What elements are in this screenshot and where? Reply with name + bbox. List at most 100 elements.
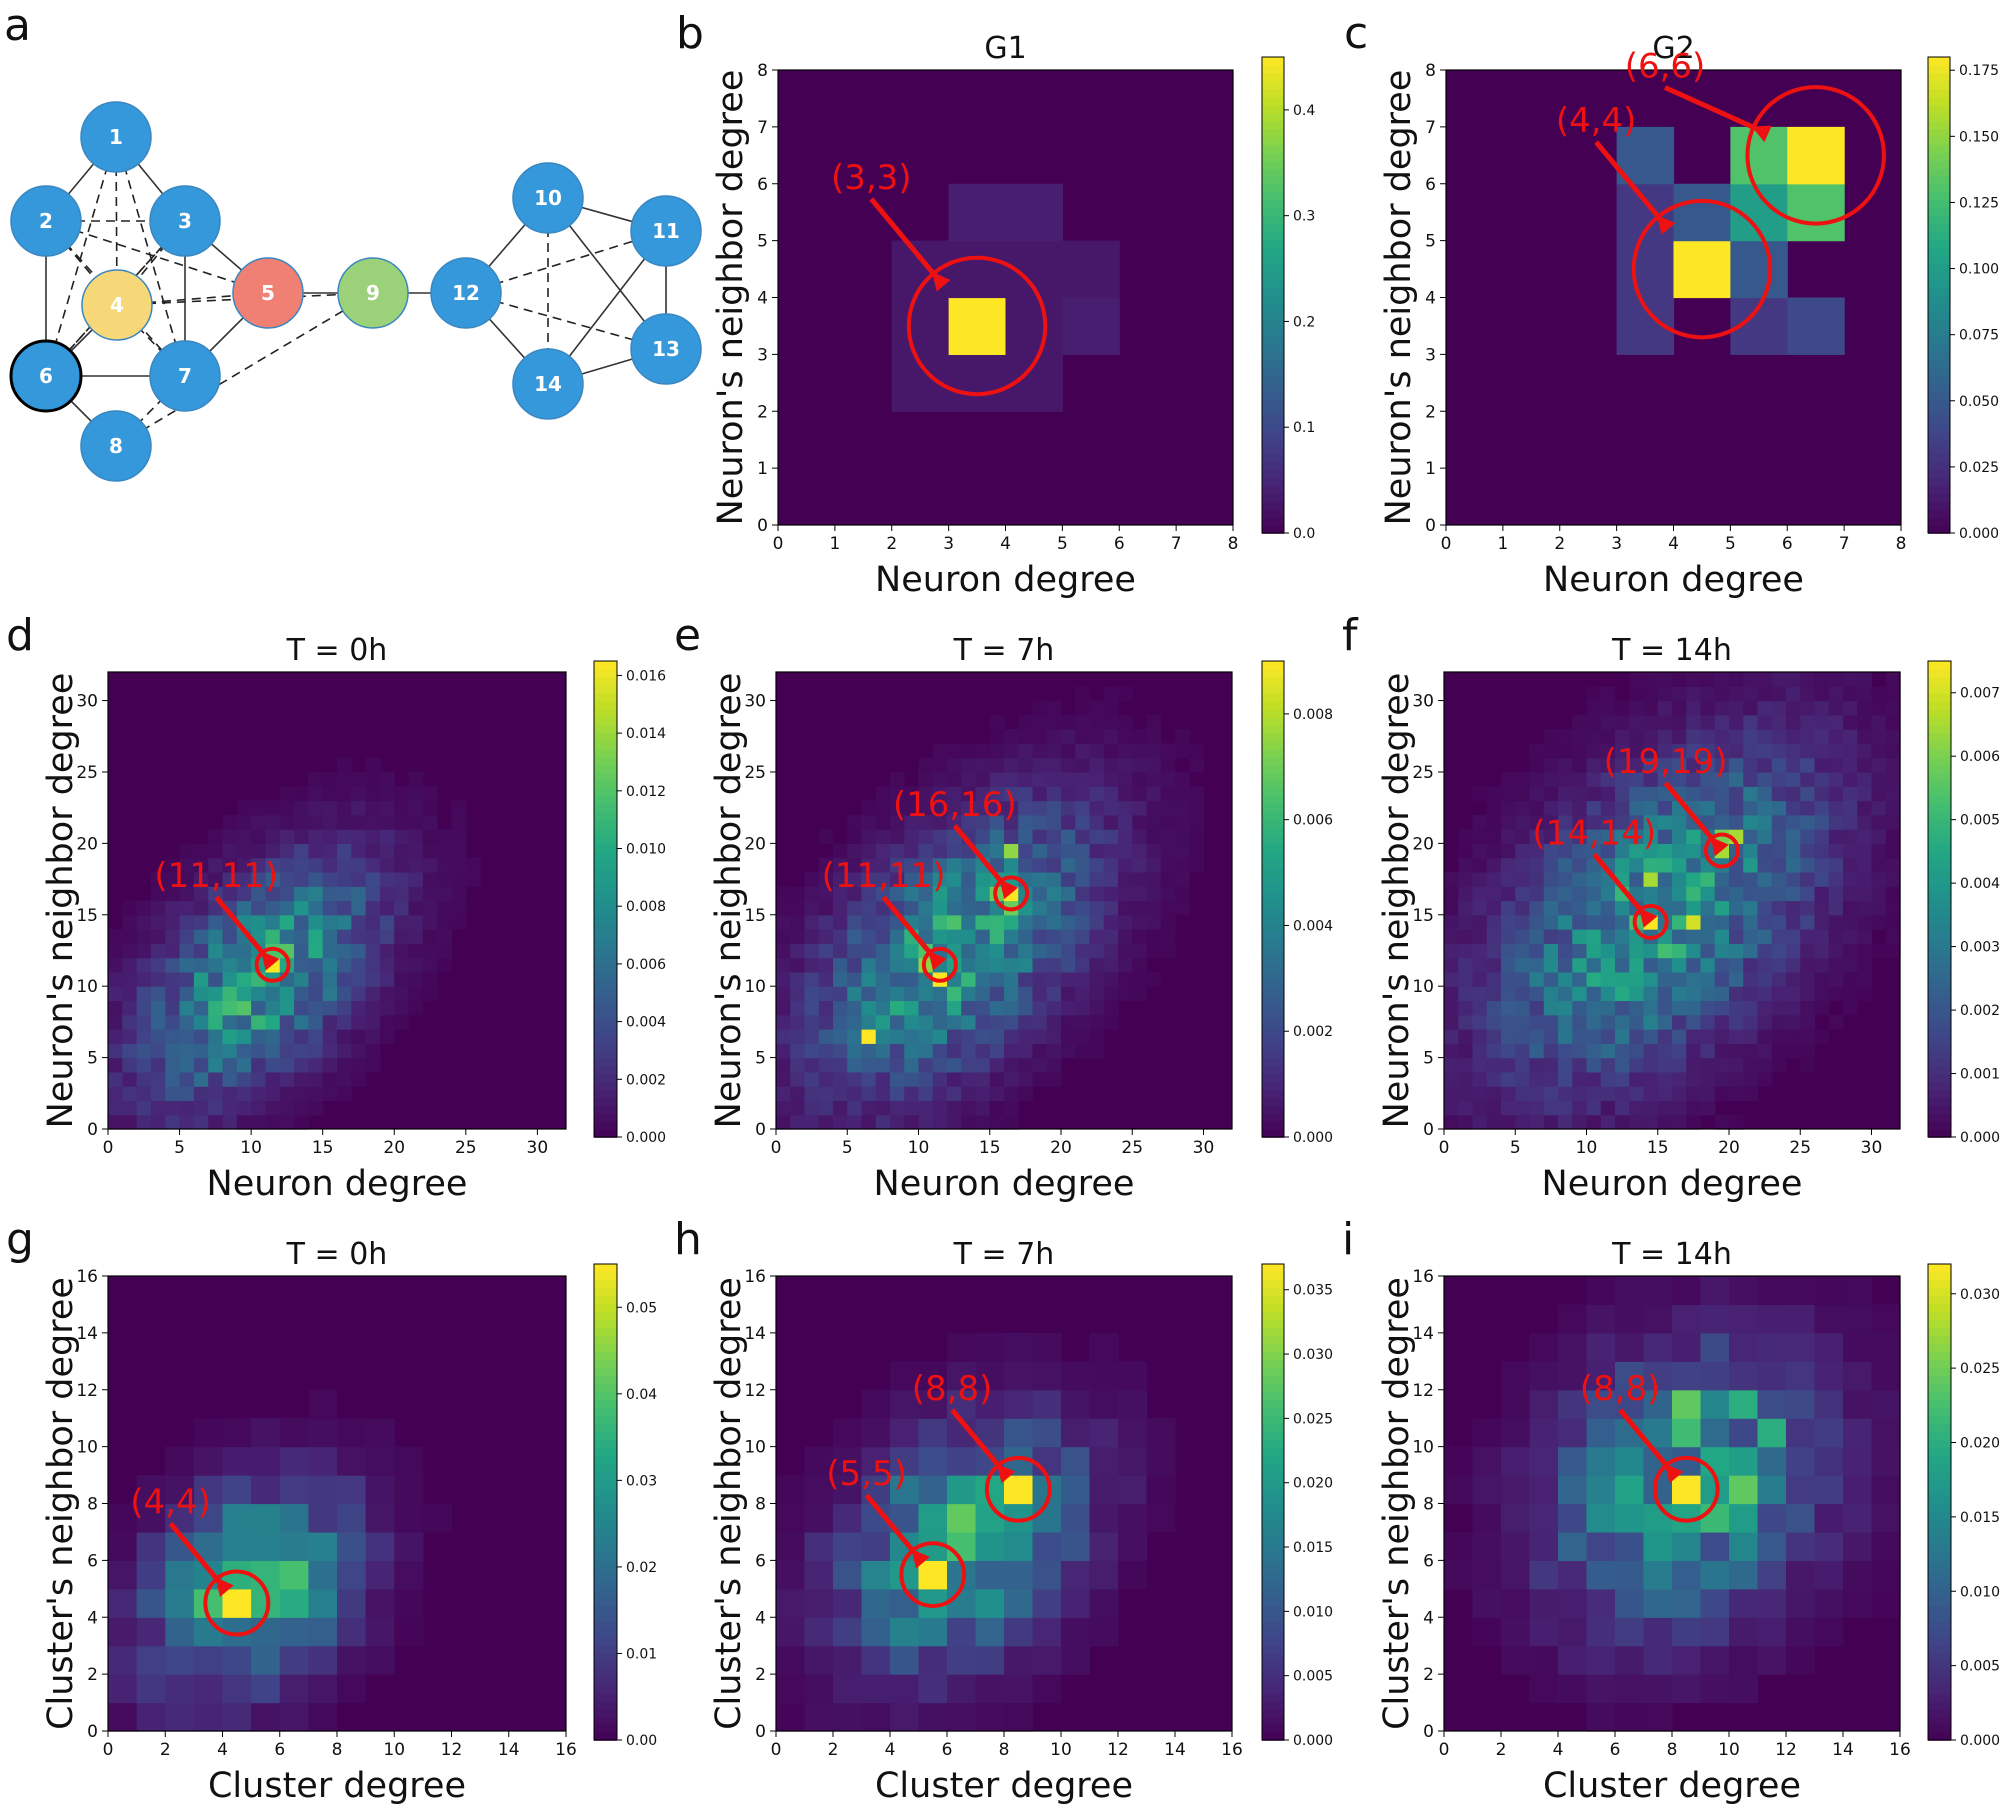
heatmap-cell <box>1871 800 1887 816</box>
heatmap-cell <box>1672 857 1687 873</box>
heatmap-cell <box>108 986 123 1002</box>
heatmap-cell <box>1146 929 1162 944</box>
heatmap-cell <box>1146 1503 1176 1533</box>
colorbar-segment <box>1928 1295 1951 1305</box>
heatmap-cell <box>776 1057 791 1073</box>
colorbar-tick-label: 0.004 <box>1960 876 2000 892</box>
heatmap-cell <box>1757 800 1773 816</box>
heatmap-cell <box>308 1057 324 1073</box>
heatmap-cell <box>1871 871 1887 887</box>
heatmap-cell <box>1643 843 1659 859</box>
heatmap-cell <box>422 829 438 844</box>
heatmap-cell <box>776 1617 806 1647</box>
heatmap-cell <box>322 843 338 859</box>
heatmap-cell <box>1700 1100 1716 1116</box>
heatmap-cell <box>847 1086 863 1102</box>
heatmap-cell <box>1814 1531 1844 1561</box>
heatmap-cell <box>1771 1029 1787 1044</box>
colorbar-tick-label: 0.004 <box>1293 918 1333 934</box>
heatmap-cell <box>108 1645 138 1675</box>
heatmap-cell <box>1558 1071 1573 1087</box>
heatmap-cell <box>193 1674 224 1704</box>
colorbar-segment <box>594 1628 617 1638</box>
colorbar-segment <box>594 1573 617 1583</box>
heatmap-cell <box>1061 886 1076 902</box>
colorbar-segment <box>1928 676 1951 686</box>
heatmap-cell <box>975 929 991 944</box>
colorbar-segment <box>594 1295 617 1305</box>
heatmap-cell <box>1032 843 1048 859</box>
heatmap-cell <box>1118 1418 1148 1448</box>
heatmap-cell <box>1657 700 1673 716</box>
heatmap-cell <box>1075 1043 1091 1059</box>
heatmap-cell <box>365 957 381 973</box>
colorbar-segment <box>594 772 617 781</box>
heatmap-cell <box>337 786 352 802</box>
heatmap-cell <box>1189 786 1205 802</box>
heatmap-cell <box>1700 729 1716 745</box>
heatmap-cell <box>1757 1418 1787 1448</box>
heatmap-cell <box>847 1014 863 1030</box>
heatmap-cell <box>308 786 324 802</box>
heatmap-cell <box>1843 1560 1873 1590</box>
heatmap-cell <box>1458 843 1474 859</box>
heatmap-cell <box>1018 1086 1034 1102</box>
annotation-arrow-head <box>911 1548 930 1569</box>
heatmap-cell <box>1729 1029 1744 1044</box>
heatmap-cell <box>1118 786 1133 802</box>
colorbar-segment <box>1928 72 1950 82</box>
heatmap-cell <box>1529 1446 1559 1476</box>
heatmap-cell <box>1486 957 1502 973</box>
heatmap-cell <box>1786 1645 1816 1675</box>
heatmap-cell <box>1771 686 1787 702</box>
heatmap-cell <box>1032 743 1048 759</box>
heatmap-cell <box>776 1000 791 1016</box>
y-tick-label: 10 <box>76 1438 98 1458</box>
colorbar-segment <box>1928 875 1951 884</box>
heatmap-cell <box>1472 1531 1502 1561</box>
heatmap-cell <box>1075 986 1091 1002</box>
heatmap-cell <box>1543 857 1559 873</box>
heatmap-cell <box>1175 871 1190 887</box>
colorbar-segment <box>1928 962 1951 972</box>
heatmap-cell <box>179 1029 195 1044</box>
heatmap-cell <box>1615 971 1630 987</box>
heatmap-cell <box>890 1389 920 1419</box>
colorbar-segment <box>594 1335 617 1345</box>
heatmap-cell <box>408 814 424 830</box>
colorbar-segment <box>1262 1383 1284 1392</box>
heatmap-cell <box>1700 743 1716 759</box>
heatmap-cell <box>1657 843 1673 859</box>
heatmap-cell <box>875 1029 891 1044</box>
colorbar-segment <box>1262 716 1284 726</box>
heatmap-cell <box>1643 1100 1659 1116</box>
y-tick-label: 1 <box>757 459 768 479</box>
annotation-label: (4,4) <box>1556 101 1637 141</box>
heatmap-cell <box>875 1014 891 1030</box>
heatmap-cell <box>1046 771 1062 787</box>
heatmap-cell <box>1871 771 1887 787</box>
heatmap-cell <box>251 1418 281 1448</box>
colorbar-segment <box>1928 302 1950 312</box>
heatmap-cell <box>165 929 181 944</box>
colorbar-segment <box>1262 461 1284 471</box>
heatmap-cell <box>1743 729 1759 745</box>
heatmap-cell <box>1501 814 1516 830</box>
network-node-label-13: 13 <box>652 337 680 361</box>
heatmap-cell <box>1061 1475 1091 1505</box>
heatmap-cell <box>1103 771 1119 787</box>
heatmap-cell <box>975 871 991 887</box>
heatmap-cell <box>394 800 410 816</box>
heatmap-cell <box>1828 857 1844 873</box>
colorbar-segment <box>1262 1438 1284 1448</box>
heatmap-cell <box>351 886 367 902</box>
heatmap-cell <box>1871 1531 1901 1561</box>
heatmap-cell <box>1572 743 1588 759</box>
heatmap-cell <box>1657 857 1673 873</box>
colorbar-segment <box>1928 1660 1951 1670</box>
heatmap-cell <box>1558 857 1573 873</box>
colorbar-segment <box>594 906 617 916</box>
heatmap-cell <box>961 1057 977 1073</box>
heatmap-cell <box>251 1043 267 1059</box>
colorbar-segment <box>594 1581 617 1591</box>
